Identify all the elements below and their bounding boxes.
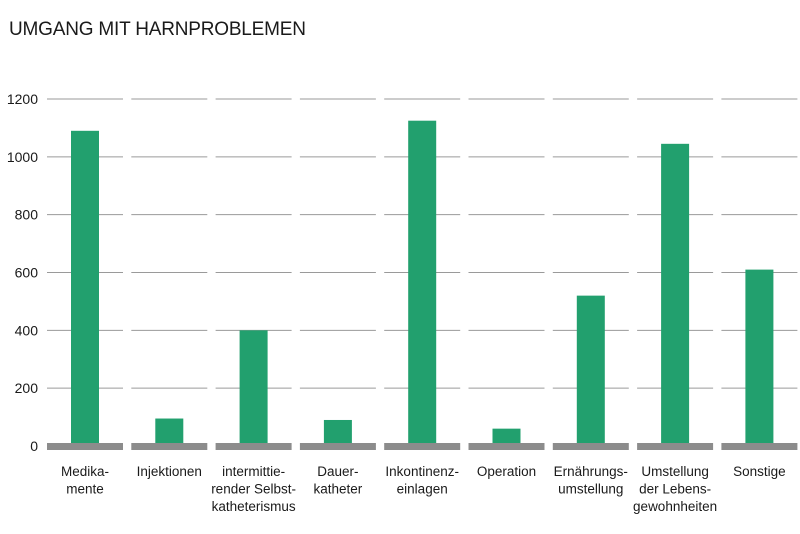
x-tick-label-line: einlagen — [397, 482, 448, 497]
x-tick-label: intermittie-render Selbst-katheterismus — [211, 464, 296, 514]
y-tick-label: 0 — [30, 438, 38, 454]
baseline-segment — [131, 443, 208, 450]
bar — [155, 418, 184, 446]
x-tick-label-line: Sonstige — [733, 464, 786, 479]
x-tick-label-line: Dauer- — [317, 464, 358, 479]
chart-title: UMGANG MIT HARNPROBLEMEN — [9, 19, 306, 40]
baseline-segment — [47, 443, 123, 450]
baseline-segment — [637, 443, 714, 450]
x-tick-label-line: Inkontinenz- — [385, 464, 459, 479]
y-tick-label: 600 — [15, 265, 39, 281]
bars — [71, 120, 774, 446]
y-tick-label: 400 — [15, 322, 39, 338]
bar — [576, 295, 605, 446]
bar — [408, 120, 437, 446]
bar — [745, 269, 774, 446]
x-axis-labels: Medika-mente Injektionen intermittie-rende… — [61, 464, 786, 514]
x-tick-label-line: mente — [66, 482, 104, 497]
y-tick-label: 800 — [15, 207, 39, 223]
x-tick-label: Injektionen — [137, 464, 202, 479]
x-tick-label-line: Injektionen — [137, 464, 202, 479]
x-tick-label-line: Medika- — [61, 464, 109, 479]
y-axis-ticks: 0 200 400 600 800 1000 1200 — [7, 91, 38, 454]
x-tick-label-line: katheter — [314, 482, 363, 497]
x-tick-label-line: katheterismus — [212, 499, 296, 514]
baseline-segment — [215, 443, 292, 450]
bar — [71, 130, 99, 446]
x-tick-label: Umstellung der Lebens-gewohnheiten — [633, 464, 717, 514]
x-tick-label-line: render Selbst- — [211, 482, 296, 497]
bar — [323, 419, 352, 446]
x-tick-label-line: umstellung — [558, 482, 623, 497]
bar — [661, 143, 690, 446]
x-tick-label-line: Ernährungs- — [554, 464, 628, 479]
x-tick-label-line: der Lebens- — [639, 482, 711, 497]
baseline-segment — [552, 443, 629, 450]
baseline-segment — [299, 443, 376, 450]
x-tick-label: Dauer-katheter — [314, 464, 363, 497]
y-tick-label: 1000 — [7, 149, 38, 165]
x-tick-label: Ernährungs-umstellung — [554, 464, 628, 497]
baseline-segment — [721, 443, 798, 450]
baseline-segment — [384, 443, 461, 450]
x-tick-label: Sonstige — [733, 464, 786, 479]
y-tick-label: 200 — [15, 380, 39, 396]
x-tick-label: Operation — [477, 464, 536, 479]
x-tick-label-line: Umstellung — [641, 464, 709, 479]
y-tick-label: 1200 — [7, 91, 38, 107]
baseline — [47, 443, 798, 450]
x-tick-label: Medika-mente — [61, 464, 109, 497]
x-tick-label-line: gewohnheiten — [633, 499, 717, 514]
bar — [239, 330, 268, 446]
bar — [492, 428, 521, 446]
x-tick-label: Inkontinenz-einlagen — [385, 464, 459, 497]
baseline-segment — [468, 443, 545, 450]
x-tick-label-line: intermittie- — [222, 464, 285, 479]
x-tick-label-line: Operation — [477, 464, 536, 479]
